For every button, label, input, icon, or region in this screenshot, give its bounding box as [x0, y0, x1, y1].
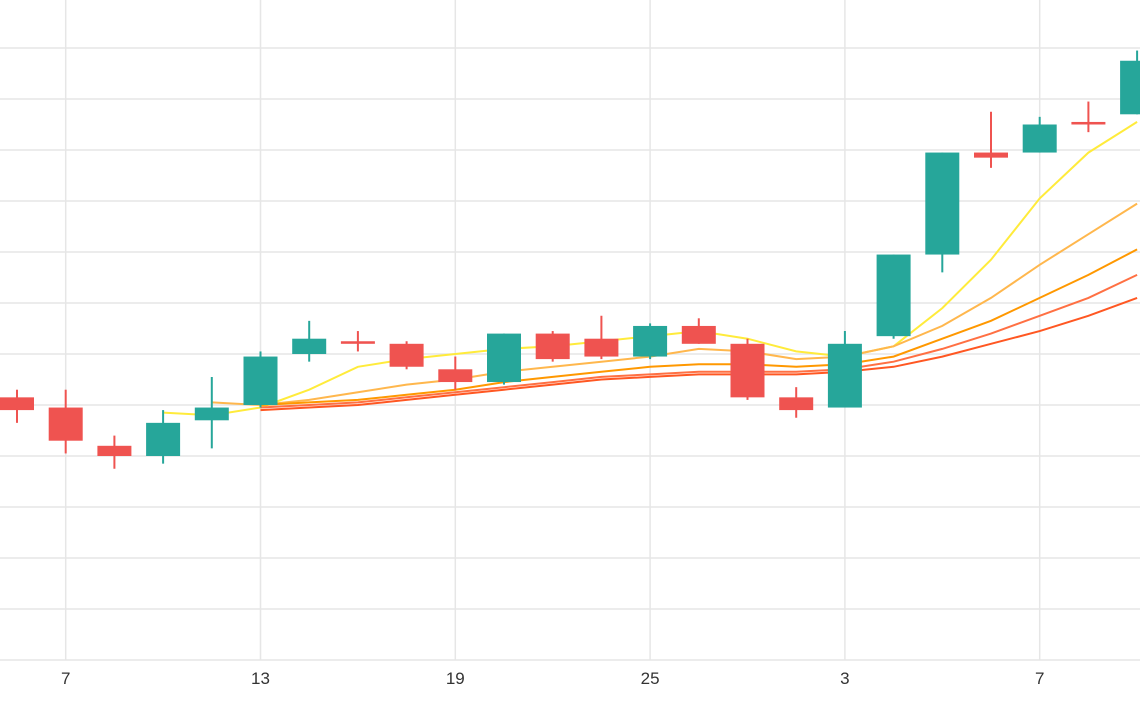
candle-up [876, 254, 911, 339]
candle-down [0, 389, 34, 423]
candle-up [633, 323, 668, 360]
candle-down [974, 111, 1008, 168]
candle-body [730, 343, 765, 398]
candle-body [97, 445, 132, 456]
candle-up [292, 320, 327, 362]
candle-up [146, 410, 181, 464]
candle-body [438, 369, 473, 383]
candle-body [779, 397, 814, 411]
candle-body [1022, 124, 1057, 153]
candle-up [243, 351, 278, 408]
x-axis: 7 13 19 25 3 7 [61, 669, 1044, 688]
candle-body [876, 254, 911, 337]
candle-up [194, 376, 229, 449]
candle-layer [0, 50, 1140, 469]
candle-body [827, 343, 862, 408]
candle-body [974, 152, 1008, 158]
moving-average-line [211, 202, 1138, 407]
candle-up [1120, 50, 1140, 115]
candle-down [535, 331, 570, 362]
candle-body [925, 152, 960, 255]
candle-up [925, 152, 960, 273]
x-tick-label: 13 [251, 669, 270, 688]
candle-body [146, 422, 181, 456]
grid-layer [0, 0, 1140, 661]
candle-body [243, 356, 278, 405]
candle-body [535, 333, 570, 360]
candle-down [438, 356, 473, 390]
moving-average-line [260, 296, 1138, 412]
x-tick-label: 19 [446, 669, 465, 688]
candle-body [389, 343, 424, 367]
candle-down [340, 331, 375, 352]
candle-body [487, 333, 521, 383]
candle-body [292, 338, 327, 354]
x-tick-label: 7 [61, 669, 70, 688]
moving-average-line [260, 273, 1138, 409]
x-tick-label: 7 [1035, 669, 1044, 688]
candle-down [681, 318, 716, 344]
candle-body [1071, 121, 1106, 125]
candle-down [584, 315, 619, 360]
candle-body [584, 338, 619, 357]
candle-up [1022, 116, 1057, 153]
candle-body [48, 407, 83, 441]
candle-down [389, 341, 424, 370]
candle-down [779, 387, 814, 418]
candle-body [1120, 60, 1140, 115]
moving-average-line [260, 248, 1138, 406]
x-tick-label: 25 [641, 669, 660, 688]
candle-body [681, 325, 716, 344]
candle-down [97, 435, 132, 469]
candle-down [1071, 101, 1106, 133]
candle-down [730, 338, 765, 400]
x-tick-label: 3 [840, 669, 849, 688]
candle-up [827, 331, 862, 408]
candle-body [194, 407, 229, 421]
candle-down [48, 389, 83, 454]
candle-body [633, 325, 668, 357]
candle-body [0, 397, 34, 411]
candle-up [487, 333, 521, 385]
candle-body [340, 341, 375, 344]
